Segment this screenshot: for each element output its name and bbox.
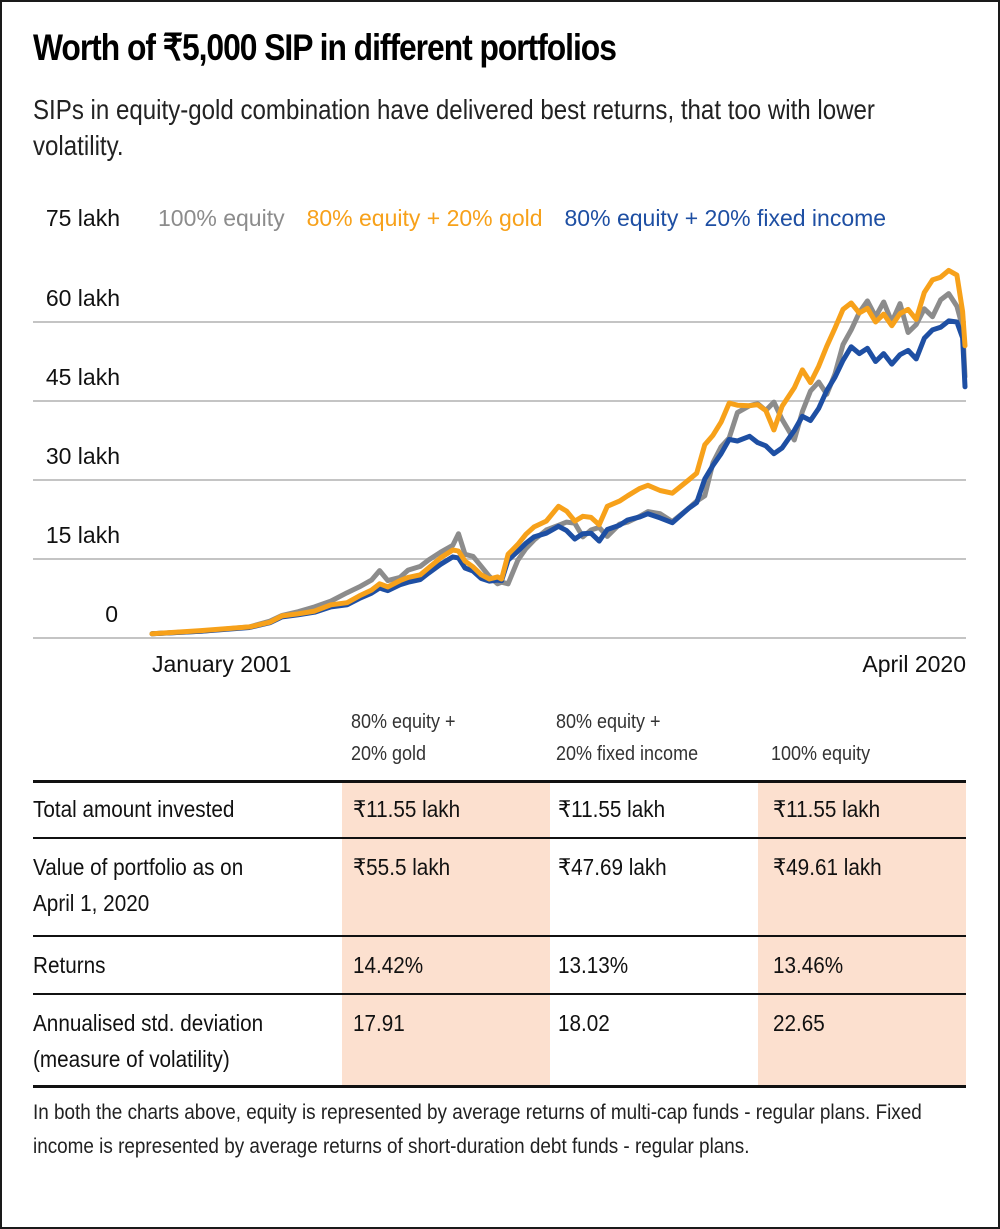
legend-entry: 80% equity + 20% gold	[307, 205, 543, 231]
y-tick-label: 0	[105, 601, 118, 627]
series-line-80-equity-20-fixed-income	[149, 318, 968, 637]
y-tick-label: 60 lakh	[46, 285, 120, 311]
subtitle: SIPs in equity-gold combination have del…	[33, 94, 875, 161]
table-row: Returns 14.42% 13.13% 13.46%	[33, 935, 966, 993]
table-cell: ₹11.55 lakh	[353, 796, 461, 822]
y-tick-label: 75 lakh	[46, 205, 120, 231]
highlight-cell-bg	[342, 783, 550, 837]
chart-svg: 0 15 lakh 30 lakh 45 lakh 60 lakh 75 lakh Janu…	[33, 205, 968, 677]
series-line-100-equity	[149, 291, 968, 637]
y-tick-label: 45 lakh	[46, 364, 120, 390]
table-cell: ₹11.55 lakh	[773, 796, 881, 822]
table-cell: 13.46%	[773, 952, 844, 978]
x-tick-label: January 2001	[152, 651, 291, 677]
table-cell: 17.91	[353, 1010, 405, 1036]
table-row: Total amount invested ₹11.55 lakh ₹11.55 l…	[33, 780, 966, 837]
line-chart: 0 15 lakh 30 lakh 45 lakh 60 lakh 75 lakh Janu…	[0, 190, 1000, 690]
x-tick-label: April 2020	[862, 651, 966, 677]
table-cell: ₹47.69 lakh	[558, 854, 667, 880]
row-label: Total amount invested	[33, 796, 235, 822]
highlight-cell-bg	[342, 995, 550, 1085]
table-cell: 14.42%	[353, 952, 424, 978]
highlight-cell-bg	[758, 995, 966, 1085]
page-title: Worth of ₹5,000 SIP in different portfol…	[33, 27, 617, 68]
table-bottom-rule	[33, 1085, 966, 1088]
series-line-80-equity-20-gold	[149, 267, 968, 637]
highlight-cell-bg	[342, 839, 550, 935]
table-cell: ₹49.61 lakh	[773, 854, 882, 880]
column-header: 80% equity + 20% fixed income	[556, 711, 699, 765]
row-label: Value of portfolio as on April 1, 2020	[33, 854, 244, 916]
row-label: Returns	[33, 952, 106, 978]
table-row: Annualised std. deviation (measure of vo…	[33, 993, 966, 1085]
y-tick-label: 15 lakh	[46, 522, 120, 548]
footnote: In both the charts above, equity is repr…	[33, 1101, 922, 1158]
table-cell: 13.13%	[558, 952, 629, 978]
table-row: Value of portfolio as on April 1, 2020 ₹5…	[33, 837, 966, 935]
column-header: 100% equity	[771, 743, 871, 765]
table-cell: 22.65	[773, 1010, 825, 1036]
highlight-cell-bg	[758, 937, 966, 993]
highlight-cell-bg	[342, 937, 550, 993]
legend-entry: 100% equity	[158, 205, 285, 231]
table-header: 80% equity + 20% gold 80% equity + 20% fi…	[33, 700, 966, 780]
highlight-cell-bg	[758, 783, 966, 837]
comparison-table: 80% equity + 20% gold 80% equity + 20% fi…	[33, 700, 966, 1088]
y-tick-label: 30 lakh	[46, 443, 120, 469]
highlight-cell-bg	[758, 839, 966, 935]
column-header: 80% equity + 20% gold	[351, 711, 456, 765]
table-cell: ₹11.55 lakh	[558, 796, 666, 822]
row-label: Annualised std. deviation (measure of vo…	[33, 1010, 264, 1072]
table-cell: 18.02	[558, 1010, 610, 1036]
table-cell: ₹55.5 lakh	[353, 854, 451, 880]
legend-entry: 80% equity + 20% fixed income	[565, 205, 887, 231]
